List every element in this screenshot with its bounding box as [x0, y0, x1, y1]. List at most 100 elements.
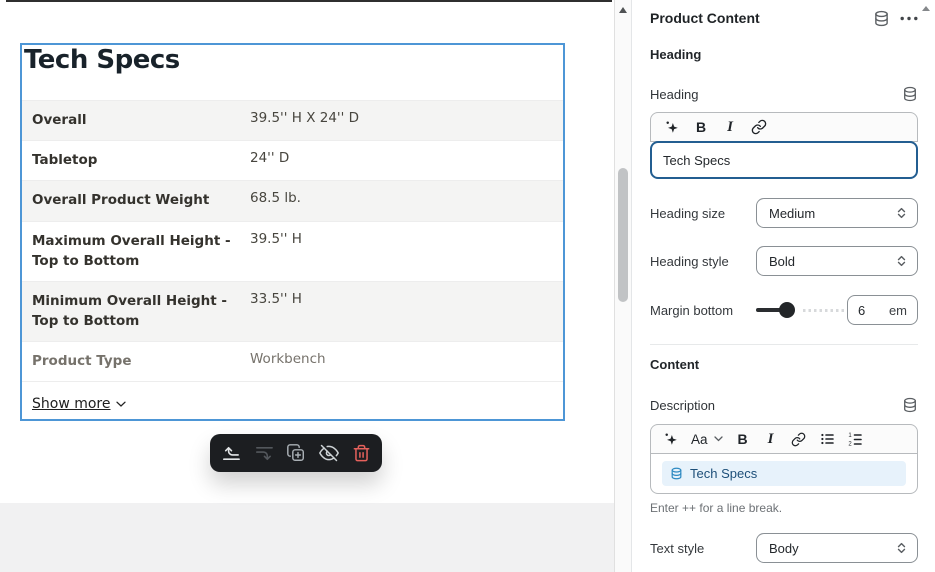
- preview-page: Tech Specs Overall 39.5'' H X 24'' D Tab…: [0, 0, 614, 503]
- magic-text-icon[interactable]: [663, 429, 679, 449]
- description-editor-toolbar: Aa B I: [650, 424, 918, 454]
- chevron-down-icon: [713, 436, 723, 442]
- table-row: Product Type Workbench: [22, 342, 563, 382]
- bullet-list-icon[interactable]: [819, 429, 835, 449]
- table-row: Minimum Overall Height - Top to Bottom 3…: [22, 282, 563, 342]
- margin-bottom-value-box[interactable]: em: [847, 295, 918, 325]
- heading-size-select[interactable]: Medium: [756, 198, 918, 228]
- row-label: Product Type: [32, 353, 132, 369]
- show-more-link[interactable]: Show more: [32, 396, 126, 412]
- section-divider: [650, 344, 918, 345]
- text-style-value: Body: [769, 540, 799, 556]
- select-chevrons-icon: [897, 255, 906, 267]
- heading-style-row: Heading style Bold: [650, 246, 918, 276]
- section-label-content: Content: [650, 357, 700, 372]
- heading-field-label: Heading: [650, 86, 699, 102]
- select-chevrons-icon: [897, 542, 906, 554]
- chevron-down-icon: [115, 401, 126, 407]
- dynamic-source-token[interactable]: Tech Specs: [662, 461, 906, 486]
- heading-input[interactable]: [650, 141, 918, 179]
- table-row: Overall Product Weight 68.5 lb.: [22, 181, 563, 222]
- overflow-menu-icon[interactable]: [900, 16, 918, 21]
- settings-panel: Product Content Heading Heading: [631, 0, 935, 572]
- dynamic-source-button[interactable]: [902, 86, 918, 102]
- panel-header: Product Content: [650, 8, 918, 28]
- heading-size-label: Heading size: [650, 205, 726, 221]
- text-format-label: Aa: [691, 431, 708, 447]
- margin-bottom-input[interactable]: [858, 302, 889, 318]
- row-label: Minimum Overall Height - Top to Bottom: [32, 293, 228, 330]
- description-editor: Aa B I: [650, 424, 918, 494]
- panel-scroll-up-arrow-icon[interactable]: [922, 6, 930, 11]
- bold-button[interactable]: B: [737, 431, 748, 447]
- delete-icon[interactable]: [349, 441, 373, 465]
- margin-bottom-label: Margin bottom: [650, 302, 734, 318]
- row-label: Overall Product Weight: [32, 192, 210, 208]
- database-icon: [904, 397, 916, 413]
- heading-style-value: Bold: [769, 253, 796, 269]
- link-icon[interactable]: [791, 429, 807, 449]
- row-value: 39.5'' H: [250, 231, 302, 247]
- heading-style-label: Heading style: [650, 253, 729, 269]
- magic-text-icon[interactable]: [664, 117, 680, 137]
- heading-field-row: Heading: [650, 86, 918, 102]
- preview-scrollbar[interactable]: [614, 0, 631, 572]
- heading-style-select[interactable]: Bold: [756, 246, 918, 276]
- show-more-label: Show more: [32, 396, 111, 412]
- link-icon[interactable]: [751, 117, 767, 137]
- text-format-dropdown[interactable]: Aa: [691, 429, 723, 449]
- database-icon[interactable]: [873, 10, 890, 27]
- row-value: 33.5'' H: [250, 291, 302, 307]
- row-label: Overall: [32, 112, 87, 128]
- select-chevrons-icon: [897, 207, 906, 219]
- heading-size-row: Heading size Medium: [650, 198, 918, 228]
- page-top-rule: [6, 0, 612, 2]
- heading-size-value: Medium: [769, 205, 816, 221]
- token-label: Tech Specs: [690, 466, 758, 481]
- line-break-hint: Enter ++ for a line break.: [650, 501, 783, 515]
- margin-bottom-slider[interactable]: [756, 295, 845, 325]
- row-label: Maximum Overall Height - Top to Bottom: [32, 233, 231, 270]
- row-value: 39.5'' H X 24'' D: [250, 110, 360, 126]
- scroll-up-arrow-icon[interactable]: [619, 7, 627, 13]
- section-label-heading: Heading: [650, 47, 702, 62]
- table-row: Overall 39.5'' H X 24'' D: [22, 101, 563, 141]
- hide-icon[interactable]: [317, 441, 341, 465]
- block-actions-toolbar: [210, 434, 382, 472]
- preview-canvas: Tech Specs Overall 39.5'' H X 24'' D Tab…: [0, 0, 614, 572]
- margin-bottom-unit: em: [888, 302, 907, 318]
- italic-button[interactable]: I: [727, 118, 733, 135]
- table-row: Tabletop 24'' D: [22, 141, 563, 181]
- slider-thumb[interactable]: [779, 302, 795, 318]
- heading-editor: B I: [650, 112, 918, 179]
- numbered-list-icon[interactable]: 1 2: [847, 429, 863, 449]
- slider-track-dotted: [803, 309, 845, 312]
- text-style-label: Text style: [650, 540, 705, 556]
- svg-text:1: 1: [848, 433, 852, 439]
- move-up-icon[interactable]: [219, 441, 243, 465]
- database-icon: [904, 86, 916, 102]
- spec-table: Overall 39.5'' H X 24'' D Tabletop 24'' …: [22, 100, 563, 382]
- slider-track-filled: [756, 308, 794, 312]
- row-value: Workbench: [250, 351, 326, 367]
- duplicate-icon[interactable]: [284, 441, 308, 465]
- bold-button[interactable]: B: [695, 119, 707, 135]
- text-style-row: Text style Body: [650, 533, 918, 563]
- panel-title: Product Content: [650, 10, 760, 26]
- dynamic-source-button[interactable]: [902, 397, 918, 413]
- description-input[interactable]: Tech Specs: [650, 454, 918, 494]
- row-label: Tabletop: [32, 152, 98, 168]
- database-icon: [671, 467, 682, 480]
- scrollbar-thumb[interactable]: [618, 168, 628, 302]
- move-down-icon[interactable]: [251, 441, 275, 465]
- text-style-select[interactable]: Body: [756, 533, 918, 563]
- selected-block-tech-specs[interactable]: Tech Specs Overall 39.5'' H X 24'' D Tab…: [20, 43, 565, 421]
- spec-heading: Tech Specs: [24, 45, 180, 75]
- italic-button[interactable]: I: [767, 430, 774, 447]
- margin-bottom-row: Margin bottom em: [650, 295, 918, 325]
- svg-text:2: 2: [848, 442, 852, 447]
- row-value: 68.5 lb.: [250, 190, 301, 206]
- description-field-row: Description: [650, 397, 918, 413]
- heading-editor-toolbar: B I: [650, 112, 918, 142]
